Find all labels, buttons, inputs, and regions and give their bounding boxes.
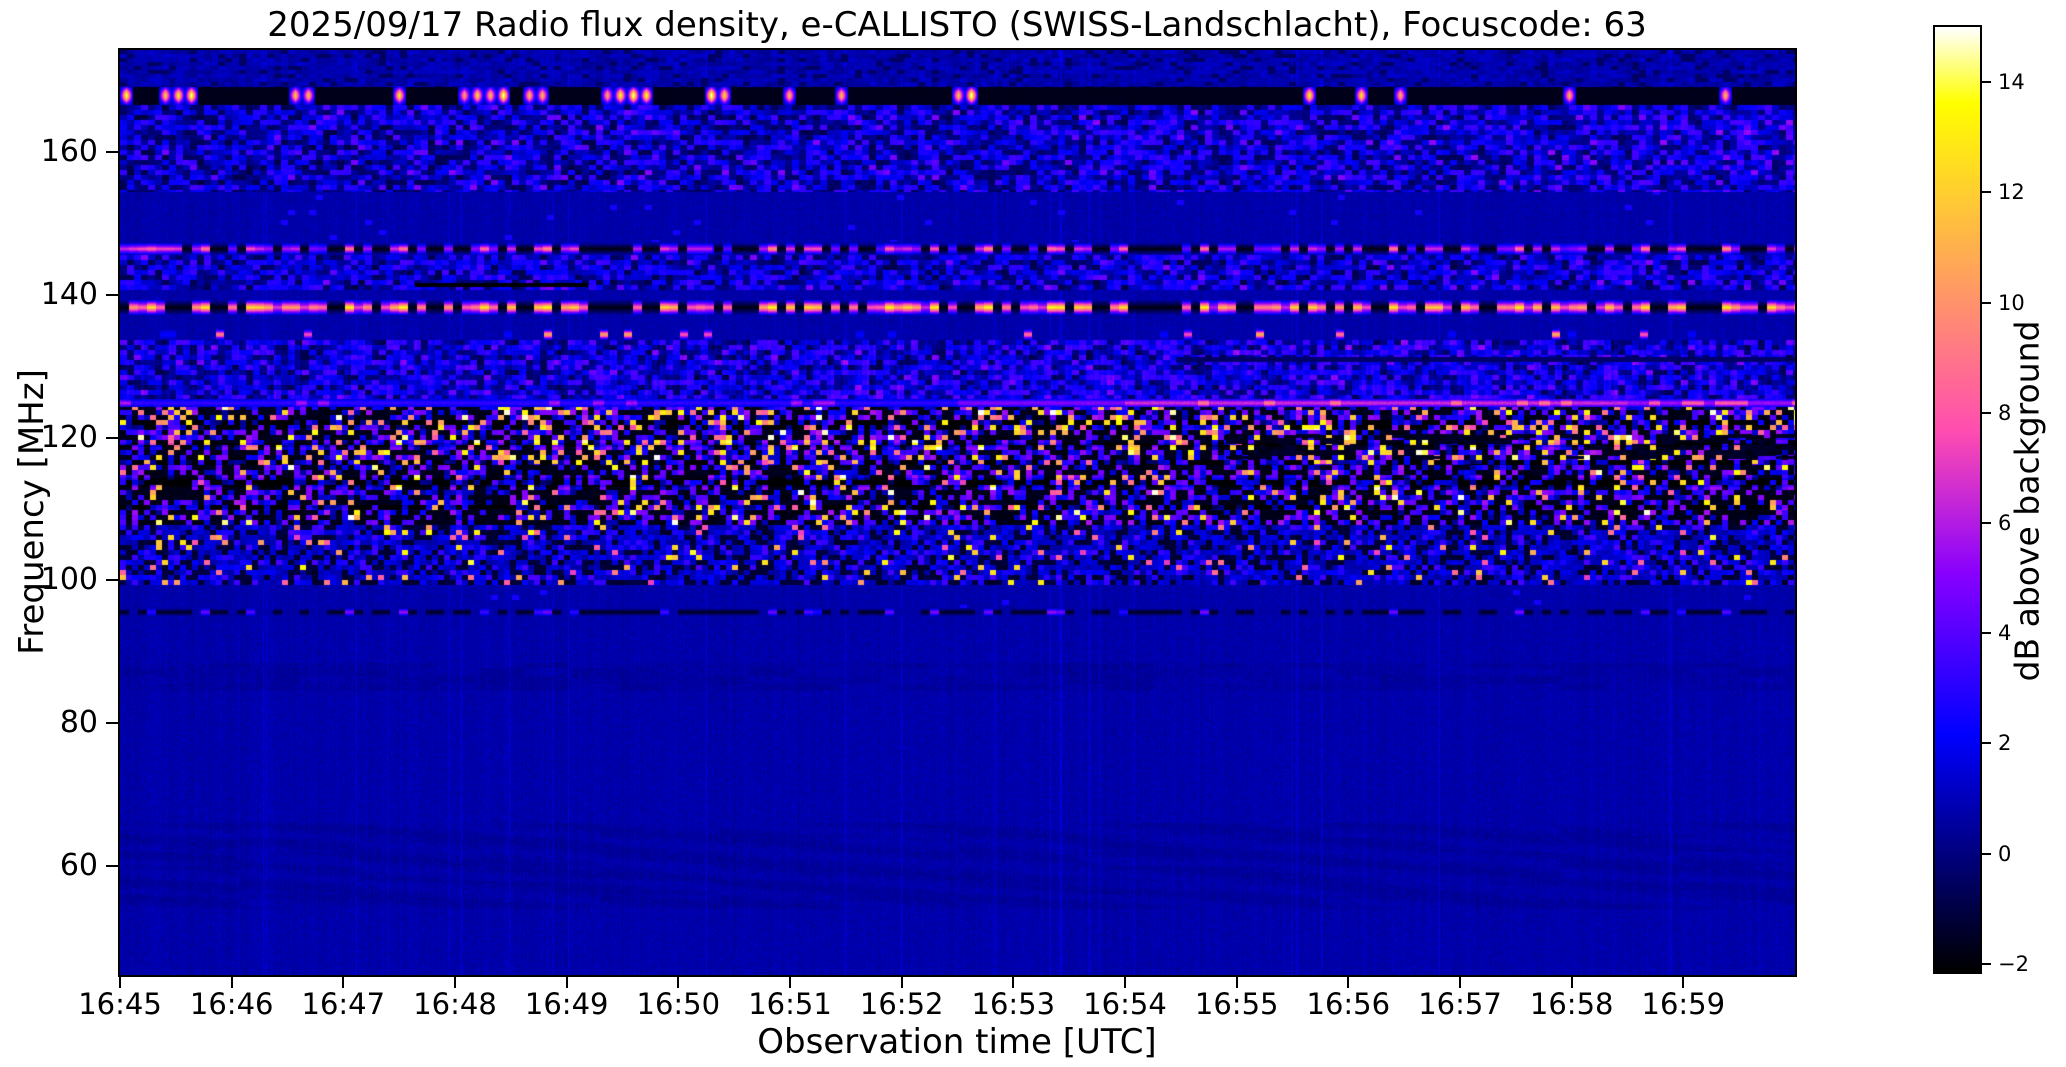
x-tick-label: 16:49	[524, 987, 609, 1021]
colorbar-tick-label: 0	[1998, 841, 2012, 866]
y-tick-label: 100	[40, 562, 98, 598]
chart-title: 2025/09/17 Radio flux density, e-CALLIST…	[267, 5, 1647, 45]
x-axis-label: Observation time [UTC]	[757, 1022, 1157, 1062]
x-tick-label: 16:50	[636, 987, 721, 1021]
x-tick-mark	[677, 977, 680, 988]
x-tick-label: 16:58	[1529, 987, 1614, 1021]
y-tick-label: 80	[59, 705, 98, 741]
x-tick-label: 16:45	[78, 987, 162, 1021]
y-tick-label: 140	[40, 276, 98, 312]
y-tick-mark	[106, 293, 120, 296]
y-tick-mark	[106, 579, 120, 582]
colorbar-tick-label: 8	[1998, 400, 2012, 425]
colorbar-tick-label: 4	[1998, 621, 2012, 646]
colorbar-tick-mark	[1982, 852, 1991, 855]
y-tick-label: 60	[59, 847, 98, 883]
y-tick-mark	[106, 864, 120, 867]
colorbar-tick-label: 12	[1998, 180, 2025, 205]
colorbar-tick-mark	[1982, 191, 1991, 194]
colorbar-tick-mark	[1982, 632, 1991, 635]
x-tick-label: 16:52	[859, 987, 944, 1021]
x-tick-mark	[230, 977, 233, 988]
x-tick-mark	[1459, 977, 1461, 988]
x-tick-mark	[1682, 977, 1685, 988]
y-axis-label: Frequency [MHz]	[12, 369, 52, 655]
x-tick-mark	[342, 977, 345, 988]
x-tick-mark	[789, 977, 791, 988]
x-tick-mark	[1124, 977, 1126, 988]
colorbar-tick-mark	[1982, 411, 1991, 414]
y-tick-mark	[106, 151, 120, 154]
x-tick-label: 16:46	[189, 987, 274, 1021]
colorbar-tick-mark	[1982, 521, 1991, 524]
y-tick-label: 120	[40, 419, 98, 455]
colorbar-tick-mark	[1982, 81, 1991, 84]
x-tick-mark	[900, 977, 903, 988]
x-tick-label: 16:57	[1418, 987, 1502, 1021]
x-tick-label: 16:59	[1641, 987, 1726, 1021]
y-tick-mark	[106, 436, 120, 439]
x-tick-label: 16:54	[1083, 987, 1167, 1021]
x-tick-mark	[119, 977, 121, 988]
x-tick-mark	[454, 977, 456, 988]
colorbar-tick-label: −2	[1998, 951, 2029, 976]
x-tick-label: 16:53	[971, 987, 1056, 1021]
colorbar-tick-label: 2	[1998, 731, 2012, 756]
colorbar-tick-label: 14	[1998, 70, 2025, 95]
colorbar-gradient	[1933, 25, 1982, 974]
colorbar-tick-label: 10	[1998, 290, 2025, 315]
x-tick-mark	[1570, 977, 1573, 988]
x-tick-label: 16:55	[1194, 987, 1279, 1021]
spectrogram-heatmap	[118, 48, 1797, 977]
x-tick-label: 16:47	[301, 987, 386, 1021]
x-tick-label: 16:51	[748, 987, 832, 1021]
colorbar-tick-label: 6	[1998, 510, 2012, 535]
x-tick-mark	[1012, 977, 1015, 988]
y-tick-mark	[106, 722, 120, 725]
colorbar-label: dB above background	[2007, 320, 2047, 682]
colorbar-tick-mark	[1982, 742, 1991, 745]
colorbar-tick-mark	[1982, 962, 1991, 965]
x-tick-label: 16:48	[413, 987, 497, 1021]
x-tick-mark	[1347, 977, 1350, 988]
x-tick-label: 16:56	[1306, 987, 1391, 1021]
colorbar-tick-mark	[1982, 301, 1991, 304]
x-tick-mark	[565, 977, 568, 988]
x-tick-mark	[1235, 977, 1238, 988]
y-tick-label: 160	[40, 134, 98, 170]
